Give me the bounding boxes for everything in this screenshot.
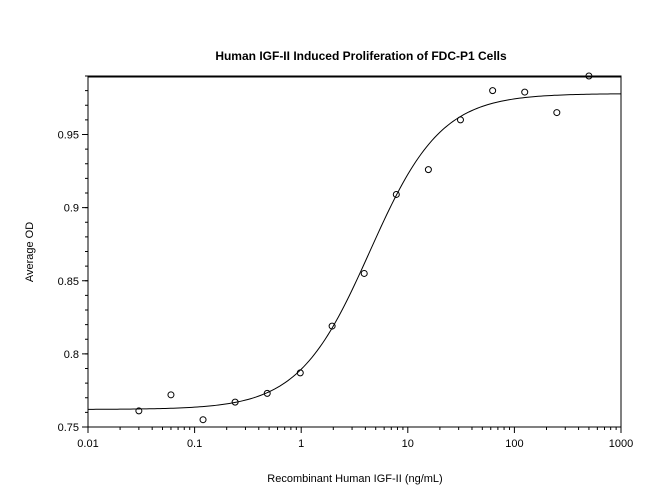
data-point (489, 87, 497, 95)
x-tick-label: 10 (402, 438, 414, 450)
plot-frame (87, 75, 622, 428)
x-tick-label: 100 (505, 438, 523, 450)
data-point (456, 116, 464, 124)
y-axis-label: Average OD (24, 222, 36, 282)
y-tick-label: 0.75 (58, 422, 79, 434)
x-tick-label: 1 (298, 438, 304, 450)
data-points (135, 72, 593, 424)
fit-curve (88, 93, 622, 410)
data-point (521, 88, 529, 96)
y-tick-label: 0.8 (64, 349, 79, 361)
x-axis: 0.01 0.1 1 10 100 1000 (77, 427, 633, 450)
x-tick-label: 0.1 (187, 438, 202, 450)
data-point (424, 166, 432, 174)
data-point (263, 389, 271, 397)
data-point (296, 369, 304, 377)
x-tick-label: 0.01 (77, 438, 98, 450)
x-tick-label: 1000 (609, 438, 633, 450)
y-tick-label: 0.95 (58, 130, 79, 142)
data-point (328, 322, 336, 330)
chart-title: Human IGF-II Induced Proliferation of FD… (215, 49, 507, 63)
data-point (392, 190, 400, 198)
x-axis-label: Recombinant Human IGF-II (ng/mL) (267, 473, 442, 485)
data-point (553, 109, 561, 117)
y-tick-label: 0.9 (64, 203, 79, 215)
data-point (360, 269, 368, 277)
data-point (199, 416, 207, 424)
data-point (231, 398, 239, 406)
data-point (135, 407, 143, 415)
data-point (585, 72, 593, 80)
y-tick-label: 0.85 (58, 276, 79, 288)
y-axis: 0.75 0.8 0.85 0.9 0.95 (58, 75, 88, 434)
data-point (167, 391, 175, 399)
